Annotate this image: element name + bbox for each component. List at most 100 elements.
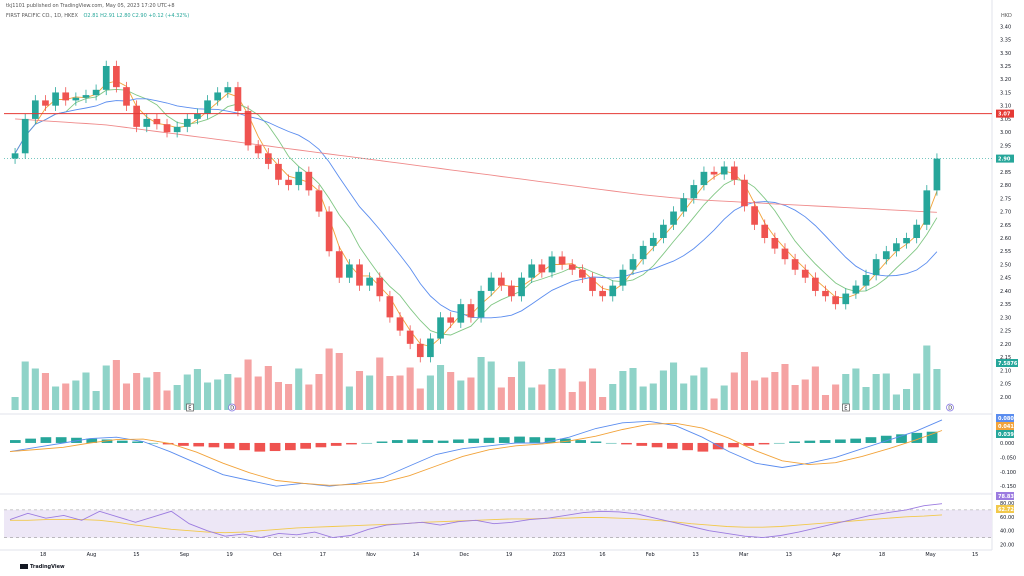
candle-body (396, 317, 404, 331)
macd-value-badge (996, 422, 1014, 430)
macd-histogram-bar (10, 440, 21, 443)
macd-histogram-bar (330, 442, 342, 446)
volume-bar (832, 384, 840, 410)
price-tick-label: 3.15 (1000, 90, 1011, 96)
volume-bar (153, 372, 161, 410)
rsi-tick-label: 20.00 (1000, 543, 1014, 549)
volume-bar (467, 377, 475, 410)
volume-bar (740, 352, 749, 410)
time-tick-label: 13 (692, 552, 698, 558)
event-marker-label: D (948, 406, 952, 412)
candle-body (31, 100, 39, 119)
candle-body (558, 256, 566, 265)
macd-histogram-bar (178, 442, 189, 446)
candle-body (801, 269, 809, 278)
macd-histogram-bar (193, 442, 205, 447)
volume-bar (183, 374, 191, 410)
volume-bar (163, 390, 171, 410)
macd-histogram-bar (498, 437, 510, 443)
volume-bar (669, 362, 678, 410)
volume-bar (214, 379, 222, 410)
rsi-value-badge (996, 492, 1014, 500)
candle-body (325, 211, 333, 252)
rsi-tick-label: 40.00 (1000, 529, 1014, 535)
candle-body (872, 259, 880, 276)
volume-bar (254, 376, 262, 410)
volume-bar (862, 387, 870, 410)
last-price-label: 2.90 (998, 157, 1011, 163)
candle-body (72, 97, 80, 101)
volume-bar (801, 379, 809, 410)
volume-bar (558, 368, 566, 410)
macd-histogram-bar (865, 437, 877, 443)
candle-body (508, 285, 515, 297)
volume-bar (315, 374, 323, 410)
macd-tick-label: 0.000 (1000, 441, 1014, 447)
macd-histogram-bar (71, 437, 82, 443)
moving-average-line-2 (14, 88, 938, 336)
candle-body (599, 290, 606, 297)
price-tick-label: 2.70 (1000, 210, 1011, 216)
candle-body (619, 269, 627, 286)
time-tick-label: May (925, 552, 935, 558)
event-marker-label: E (844, 406, 847, 412)
price-tick-label: 2.65 (1000, 223, 1011, 229)
price-tick-label: 3.40 (1000, 24, 1011, 30)
candle-body (224, 87, 232, 93)
symbol-name: FIRST PACIFIC CO., 1D, HKEX (6, 13, 78, 19)
price-tick-label: 2.55 (1000, 249, 1011, 255)
macd-histogram-bar (55, 437, 67, 443)
candle-body (467, 304, 475, 318)
price-tick-label: 3.20 (1000, 77, 1011, 83)
volume-bar (578, 381, 586, 410)
candle-body (791, 259, 799, 270)
time-tick-label: Apr (832, 552, 842, 558)
candle-body (234, 87, 242, 111)
candle-body (406, 330, 414, 344)
volume-bar (771, 372, 779, 410)
candle-body (416, 343, 424, 358)
rsi-value-label: 78.83 (998, 494, 1014, 500)
macd-line (9, 419, 943, 487)
volume-bar (264, 366, 272, 410)
time-tick-label: 16 (599, 552, 605, 558)
volume-bar (852, 368, 860, 410)
volume-bar (366, 375, 374, 410)
candle-body (568, 264, 576, 270)
volume-bar (710, 398, 718, 410)
volume-bar (345, 386, 353, 410)
brand-text: TradingView (30, 564, 65, 570)
macd-histogram-bar (285, 442, 296, 451)
time-tick-label: 19 (506, 552, 512, 558)
last-price-badge (996, 154, 1014, 163)
volume-bar (518, 361, 526, 410)
volume-bar (821, 395, 830, 410)
candle-body (771, 237, 779, 249)
macd-histogram-bar (636, 442, 648, 446)
candle-body (204, 100, 211, 114)
candle-body (548, 256, 556, 273)
macd-histogram-bar (529, 437, 541, 443)
macd-histogram-bar (300, 442, 311, 449)
price-tick-label: 2.25 (1000, 329, 1011, 335)
macd-histogram-bar (269, 442, 281, 452)
candle-body (518, 277, 525, 297)
macd-histogram-bar (896, 434, 907, 443)
time-tick-label: Dec (459, 552, 469, 558)
candle-body (275, 163, 282, 180)
macd-value-label: 0.039 (998, 432, 1014, 438)
volume-bar (11, 397, 19, 410)
candle-body (133, 105, 140, 127)
resistance-price-badge (996, 109, 1014, 118)
volume-bar (700, 367, 708, 410)
macd-histogram-bar (407, 439, 418, 443)
price-tick-label: 3.25 (1000, 64, 1011, 70)
candle-body (852, 285, 860, 294)
event-marker-label: D (230, 406, 234, 412)
candle-body (62, 92, 70, 101)
candle-body (102, 65, 110, 90)
candle-body (497, 277, 505, 286)
price-tick-label: 3.35 (1000, 38, 1011, 44)
